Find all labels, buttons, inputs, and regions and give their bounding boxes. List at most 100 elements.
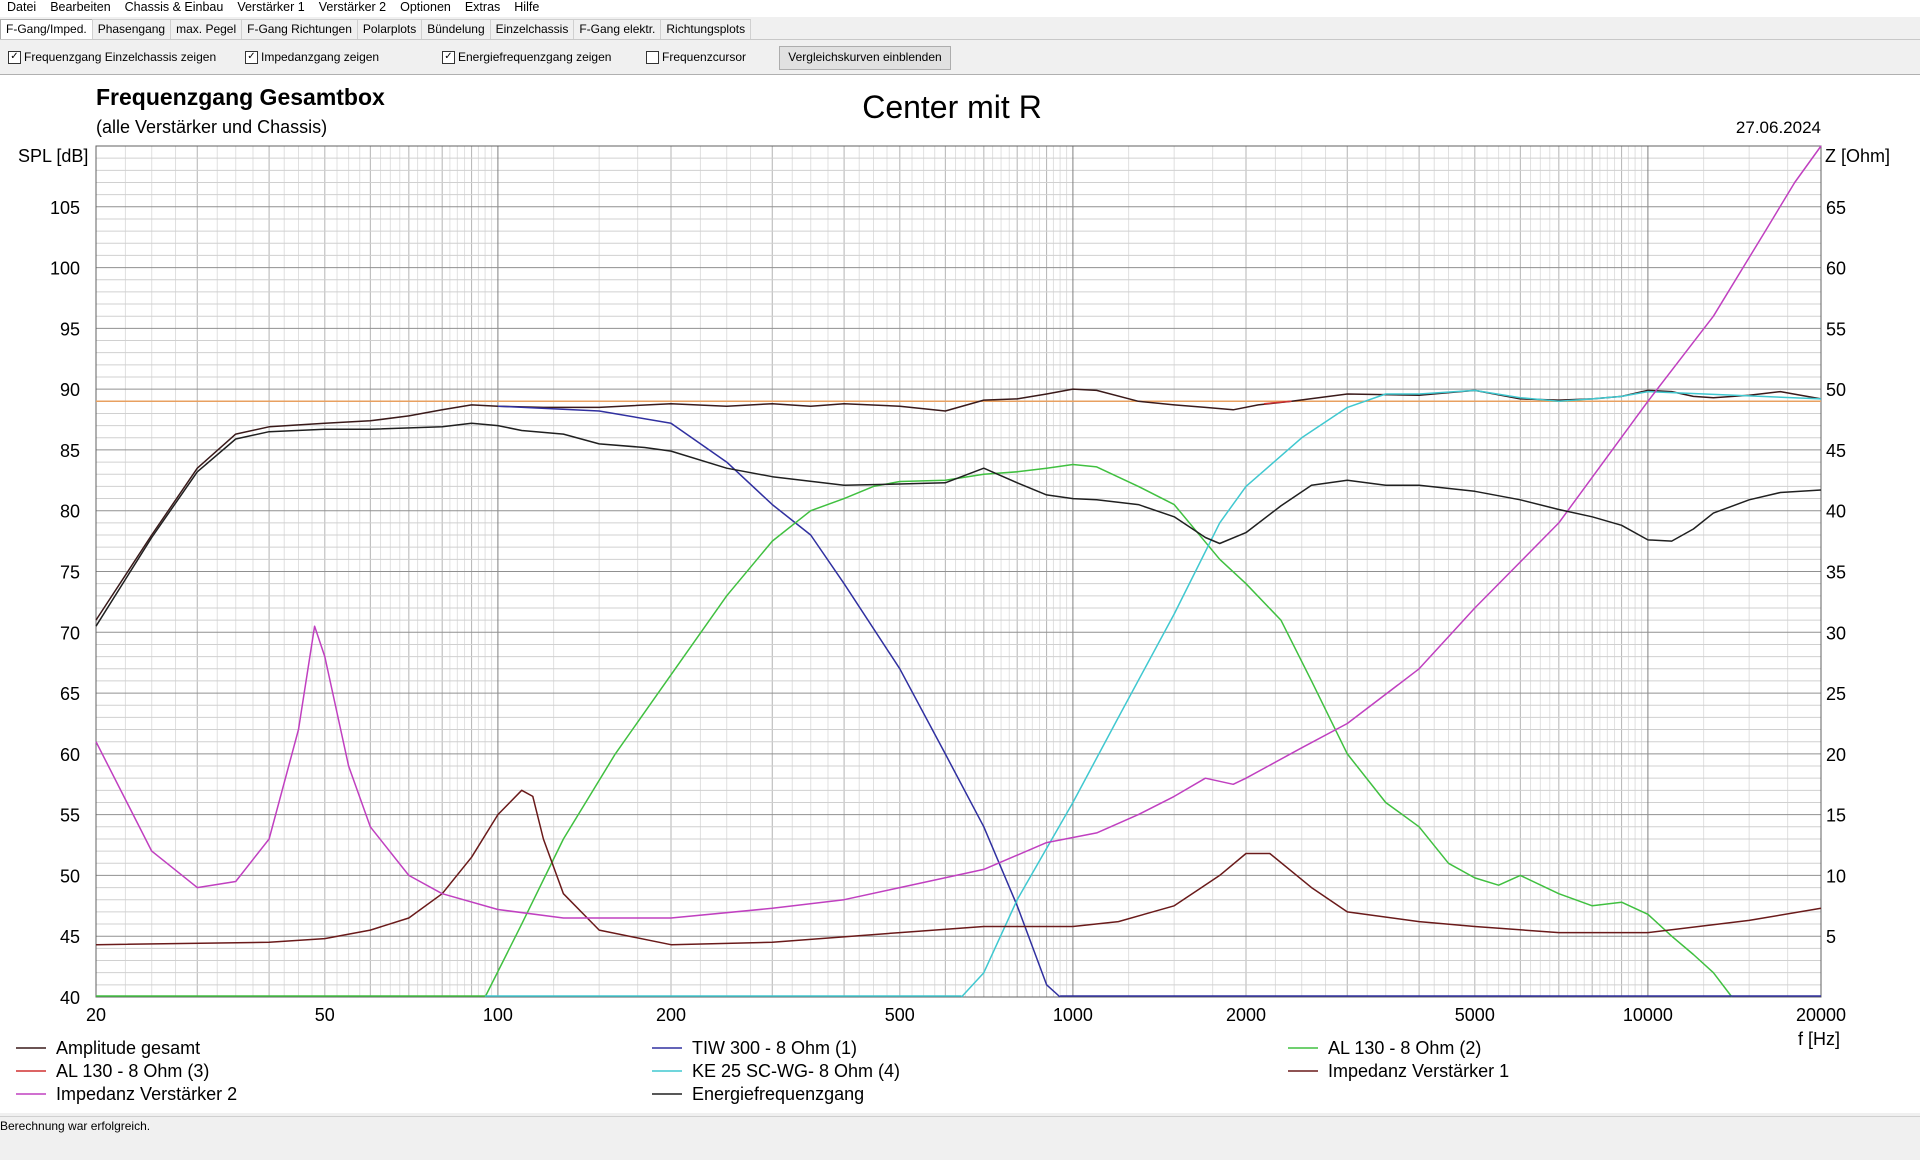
- tab-einzelchassis[interactable]: Einzelchassis: [489, 19, 575, 39]
- series-group: [95, 145, 1822, 998]
- option-impedanz-label: Impedanzgang zeigen: [261, 50, 380, 64]
- menu-bearbeiten[interactable]: Bearbeiten: [50, 0, 111, 14]
- y-tick-label: 90: [60, 380, 80, 400]
- x-tick-label: 50: [315, 1005, 335, 1025]
- checkbox-impedanz[interactable]: ✓: [245, 50, 258, 64]
- y2-tick-label: 15: [1826, 806, 1846, 826]
- series-line-7: [95, 145, 1822, 919]
- y2-tick-label: 25: [1826, 684, 1846, 704]
- status-bar: Berechnung war erfolgreich.: [0, 1116, 1920, 1135]
- y2-tick-label: 30: [1826, 623, 1846, 643]
- x-tick-label: 1000: [1053, 1005, 1093, 1025]
- legend-label: Energiefrequenzgang: [692, 1084, 864, 1104]
- menu-hilfe[interactable]: Hilfe: [514, 0, 540, 14]
- y-tick-label: 40: [60, 988, 80, 1008]
- series-line-1: [95, 388, 1822, 621]
- y-tick-label: 50: [60, 866, 80, 886]
- chart-date: 27.06.2024: [1736, 118, 1821, 137]
- option-einzelchassis[interactable]: ✓ Frequenzgang Einzelchassis zeigen: [8, 50, 216, 64]
- legend-label: AL 130 - 8 Ohm (2): [1328, 1038, 1481, 1058]
- y-tick-label: 60: [60, 745, 80, 765]
- tab-fgang-richtungen[interactable]: F-Gang Richtungen: [241, 19, 358, 39]
- y-axis-label: SPL [dB]: [18, 146, 88, 166]
- y2-tick-label: 45: [1826, 441, 1846, 461]
- option-impedanz[interactable]: ✓ Impedanzgang zeigen: [245, 50, 379, 64]
- y-tick-label: 95: [60, 319, 80, 339]
- legend-label: TIW 300 - 8 Ohm (1): [692, 1038, 857, 1058]
- checkbox-frequenzcursor[interactable]: [646, 50, 659, 64]
- chart-center-title: Center mit R: [862, 89, 1042, 125]
- menu-verstaerker-2[interactable]: Verstärker 2: [318, 0, 387, 14]
- y-tick-label: 75: [60, 563, 80, 583]
- y2-axis-label: Z [Ohm]: [1825, 146, 1890, 166]
- y-tick-label: 45: [60, 927, 80, 947]
- checkbox-energie[interactable]: ✓: [442, 50, 455, 64]
- menu-datei[interactable]: Datei: [7, 0, 37, 14]
- series-line-6: [95, 789, 1822, 946]
- chart-panel: Frequenzgang Gesamtbox (alle Verstärker …: [0, 74, 1920, 1113]
- y2-tick-label: 55: [1826, 319, 1846, 339]
- menu-bar: Datei Bearbeiten Chassis & Einbau Verstä…: [0, 0, 1920, 17]
- plot-frame: [95, 145, 1822, 998]
- chart-subtitle: (alle Verstärker und Chassis): [96, 117, 327, 137]
- y2-tick-label: 10: [1826, 866, 1846, 886]
- y2-tick-label: 35: [1826, 563, 1846, 583]
- tab-richtungsplots[interactable]: Richtungsplots: [660, 19, 752, 39]
- legend-label: Impedanz Verstärker 1: [1328, 1061, 1509, 1081]
- bottom-area: [0, 1134, 1920, 1160]
- tab-bar: F-Gang/Imped. Phasengang max. Pegel F-Ga…: [0, 17, 1920, 39]
- chart-title: Frequenzgang Gesamtbox: [96, 84, 385, 110]
- legend-label: Amplitude gesamt: [56, 1038, 200, 1058]
- y-tick-label: 100: [50, 259, 80, 279]
- y2-tick-label: 20: [1826, 745, 1846, 765]
- y-tick-label: 55: [60, 806, 80, 826]
- y-tick-label: 85: [60, 441, 80, 461]
- x-tick-label: 200: [656, 1005, 686, 1025]
- tab-buendelung[interactable]: Bündelung: [421, 19, 491, 39]
- y-tick-label: 105: [50, 198, 80, 218]
- option-frequenzcursor-label: Frequenzcursor: [662, 50, 747, 64]
- legend-label: KE 25 SC-WG- 8 Ohm (4): [692, 1061, 900, 1081]
- legend-label: Impedanz Verstärker 2: [56, 1084, 237, 1104]
- series-line-3: [484, 463, 1733, 998]
- tab-fgang-elektr[interactable]: F-Gang elektr.: [573, 19, 662, 39]
- legend: Amplitude gesamt TIW 300 - 8 Ohm (1) AL 13…: [16, 1038, 1509, 1104]
- tab-max-pegel[interactable]: max. Pegel: [170, 19, 243, 39]
- x-tick-label: 20: [86, 1005, 106, 1025]
- y2-tick-label: 60: [1826, 259, 1846, 279]
- x-tick-label: 10000: [1623, 1005, 1673, 1025]
- y-tick-label: 70: [60, 623, 80, 643]
- option-einzelchassis-label: Frequenzgang Einzelchassis zeigen: [24, 50, 217, 64]
- vergleichskurven-button[interactable]: Vergleichskurven einblenden: [779, 46, 951, 70]
- y-tick-label: 80: [60, 502, 80, 522]
- series-line-4: [1264, 400, 1292, 405]
- series-line-5: [960, 389, 1822, 998]
- y-axis-ticks: 40 45 50 55 60 65 70 75 80 85 90 95 100 105: [50, 198, 80, 1008]
- x-axis-ticks: 20 50 100 200 500 1000 2000 5000 10000 20000: [86, 1005, 1846, 1025]
- y2-axis-ticks: 5 10 15 20 25 30 35 40 45 50 55 60 65: [1826, 198, 1846, 947]
- x-tick-label: 100: [483, 1005, 513, 1025]
- option-frequenzcursor[interactable]: Frequenzcursor: [646, 50, 746, 64]
- menu-chassis-einbau[interactable]: Chassis & Einbau: [124, 0, 224, 14]
- menu-optionen[interactable]: Optionen: [400, 0, 451, 14]
- x-tick-label: 500: [885, 1005, 915, 1025]
- checkbox-einzelchassis[interactable]: ✓: [8, 50, 21, 64]
- series-line-2: [497, 405, 1061, 998]
- option-energie-label: Energiefrequenzgang zeigen: [458, 50, 612, 64]
- grid-major: [96, 145, 1821, 998]
- x-tick-label: 2000: [1226, 1005, 1266, 1025]
- y-tick-label: 65: [60, 684, 80, 704]
- options-bar: ✓ Frequenzgang Einzelchassis zeigen ✓ Im…: [0, 39, 1920, 74]
- y2-tick-label: 5: [1826, 927, 1836, 947]
- tab-polarplots[interactable]: Polarplots: [356, 19, 423, 39]
- status-text: Berechnung war erfolgreich.: [0, 1119, 151, 1133]
- option-energie[interactable]: ✓ Energiefrequenzgang zeigen: [442, 50, 611, 64]
- x-tick-label: 20000: [1796, 1005, 1846, 1025]
- menu-verstaerker-1[interactable]: Verstärker 1: [237, 0, 305, 14]
- legend-label: AL 130 - 8 Ohm (3): [56, 1061, 209, 1081]
- tab-fgang-imped[interactable]: F-Gang/Imped.: [0, 19, 93, 39]
- x-tick-label: 5000: [1455, 1005, 1495, 1025]
- menu-extras[interactable]: Extras: [464, 0, 501, 14]
- tab-phasengang[interactable]: Phasengang: [91, 19, 172, 39]
- frequency-response-chart: Frequenzgang Gesamtbox (alle Verstärker …: [16, 84, 1890, 1104]
